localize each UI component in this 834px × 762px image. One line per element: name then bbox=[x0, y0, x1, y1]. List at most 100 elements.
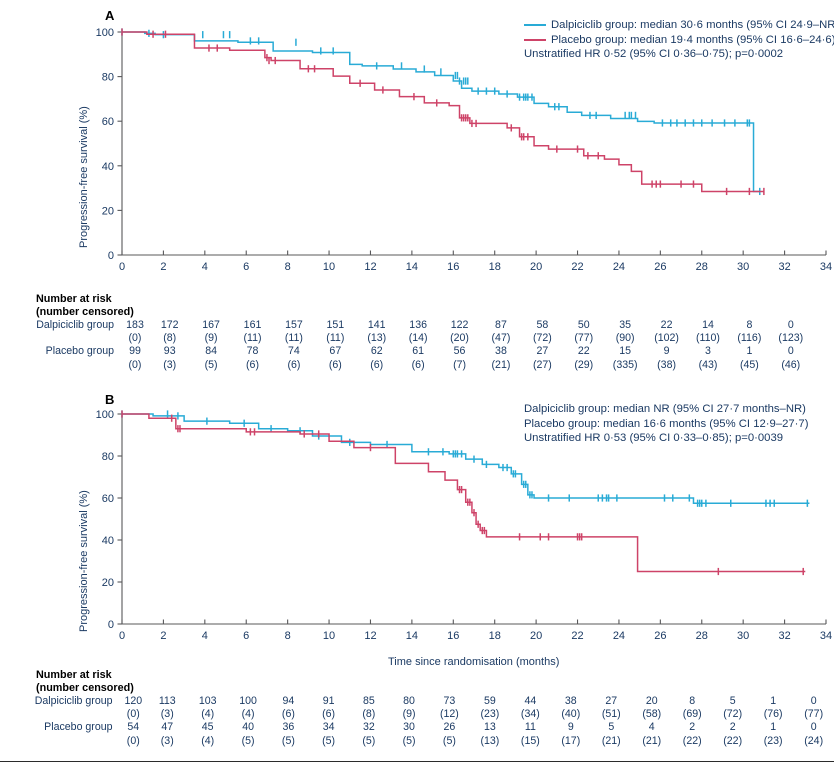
risk-cell: 100 bbox=[239, 695, 257, 707]
risk-row-placebo-n: Placebo group 99 93 84 78 74 67 62 61 56 38 27 22 15 9… bbox=[0, 345, 812, 358]
risk-cell: 50 bbox=[577, 319, 590, 331]
risk-cell: (5) bbox=[442, 734, 456, 747]
risk-cell: 78 bbox=[246, 345, 259, 358]
risk-title-line1: Number at risk bbox=[36, 669, 112, 681]
svg-text:34: 34 bbox=[820, 630, 832, 642]
svg-text:100: 100 bbox=[96, 409, 114, 421]
risk-cell: (40) bbox=[561, 708, 581, 721]
svg-text:16: 16 bbox=[447, 261, 459, 273]
risk-cell: 172 bbox=[160, 319, 179, 331]
svg-text:6: 6 bbox=[243, 630, 249, 642]
risk-cell: (12) bbox=[439, 708, 459, 721]
risk-cell: (21) bbox=[601, 734, 621, 747]
risk-title-line2: (number censored) bbox=[36, 682, 134, 694]
legend-item-placebo: Placebo group: median 16·6 months (95% C… bbox=[524, 417, 808, 432]
risk-cell: 183 bbox=[126, 319, 144, 331]
risk-cell: 8 bbox=[689, 695, 696, 707]
risk-cell: (116) bbox=[737, 332, 762, 345]
risk-cell: 5 bbox=[608, 721, 615, 734]
risk-row-dalpiciclib-censored: (0) (8) (9) (11) (11) (11) (13) (14) (20) (47) (72… bbox=[0, 332, 812, 345]
panel-a-letter: A bbox=[105, 8, 115, 23]
risk-cell: 94 bbox=[282, 695, 295, 707]
risk-cell: 38 bbox=[495, 345, 507, 358]
risk-cell: (45) bbox=[739, 358, 759, 371]
svg-text:20: 20 bbox=[530, 261, 542, 273]
svg-text:26: 26 bbox=[654, 630, 666, 642]
risk-cell: 122 bbox=[450, 319, 469, 331]
svg-text:20: 20 bbox=[530, 630, 542, 642]
risk-cell: (0) bbox=[126, 708, 140, 721]
svg-text:18: 18 bbox=[489, 261, 501, 273]
svg-text:6: 6 bbox=[243, 261, 249, 273]
risk-cell: (11) bbox=[284, 332, 303, 345]
risk-cell: (47) bbox=[491, 332, 511, 345]
risk-cell: 157 bbox=[285, 319, 303, 331]
risk-cell: (9) bbox=[402, 708, 416, 721]
risk-cell: 45 bbox=[201, 721, 214, 734]
risk-cell: 61 bbox=[412, 345, 425, 358]
risk-cell: 167 bbox=[202, 319, 220, 331]
risk-cell: (13) bbox=[480, 734, 500, 747]
risk-cell: (6) bbox=[411, 358, 425, 371]
risk-cell: 84 bbox=[205, 345, 217, 358]
risk-cell: 62 bbox=[370, 345, 383, 358]
risk-cell: 13 bbox=[483, 721, 496, 734]
risk-title-line1: Number at risk bbox=[36, 293, 112, 305]
svg-text:22: 22 bbox=[571, 630, 583, 642]
risk-cell: (34) bbox=[520, 708, 540, 721]
legend-label-hazard-ratio: Unstratified HR 0·53 (95% CI 0·33–0·85);… bbox=[524, 432, 784, 445]
risk-cell: (0) bbox=[126, 734, 140, 747]
legend-label-placebo: Placebo group: median 16·6 months (95% C… bbox=[524, 417, 809, 430]
risk-cell: (102) bbox=[654, 332, 679, 345]
svg-text:30: 30 bbox=[737, 261, 749, 273]
svg-text:80: 80 bbox=[102, 451, 114, 463]
svg-text:0: 0 bbox=[119, 630, 125, 642]
risk-cell: (8) bbox=[362, 708, 376, 721]
risk-cell: (11) bbox=[243, 332, 262, 345]
risk-cell: 0 bbox=[810, 721, 817, 734]
risk-cell: 35 bbox=[619, 319, 632, 331]
risk-cell: 0 bbox=[787, 319, 794, 331]
risk-cell: (8) bbox=[163, 332, 177, 345]
risk-cell: 38 bbox=[564, 695, 577, 707]
risk-cell: (46) bbox=[781, 358, 801, 371]
risk-cell: (15) bbox=[520, 734, 540, 747]
svg-text:14: 14 bbox=[406, 261, 418, 273]
risk-cell: 54 bbox=[127, 721, 140, 734]
risk-cell: 136 bbox=[409, 319, 427, 331]
svg-text:20: 20 bbox=[102, 205, 114, 217]
risk-cell: (29) bbox=[574, 358, 594, 371]
svg-text:8: 8 bbox=[285, 630, 291, 642]
risk-cell: (23) bbox=[480, 708, 500, 721]
risk-cell: 40 bbox=[242, 721, 254, 734]
svg-text:20: 20 bbox=[102, 577, 114, 589]
risk-row-placebo-censored: (0) (3) (5) (6) (6) (6) (6) (6) (7) (21) (27) (29) (… bbox=[0, 359, 812, 372]
risk-cell: 120 bbox=[124, 695, 143, 707]
risk-cell: (6) bbox=[328, 358, 342, 371]
risk-cell: 161 bbox=[243, 319, 262, 331]
risk-cell: 141 bbox=[367, 319, 386, 331]
risk-cell: (3) bbox=[163, 358, 177, 371]
legend-label-dalpiciclib: Dalpiciclib group: median NR (95% CI 27·… bbox=[524, 403, 806, 415]
risk-row-label: Dalpiciclib group bbox=[34, 695, 113, 707]
panel-a-legend: Dalpiciclib group: median 30·6 months (9… bbox=[524, 18, 834, 62]
risk-cell: 1 bbox=[770, 721, 777, 734]
risk-cell: (38) bbox=[657, 358, 676, 371]
risk-cell: (335) bbox=[612, 358, 638, 371]
panel-b: B Dalpiciclib group: median NR (95% CI 2… bbox=[0, 384, 834, 762]
risk-cell: (69) bbox=[682, 708, 702, 721]
risk-cell: (6) bbox=[246, 358, 259, 371]
svg-text:10: 10 bbox=[323, 261, 335, 273]
legend-label-hazard-ratio: Unstratified HR 0·52 (95% CI 0·36–0·75);… bbox=[524, 48, 784, 61]
risk-cell: 36 bbox=[282, 721, 295, 734]
risk-cell: 80 bbox=[403, 695, 415, 707]
risk-cell: 14 bbox=[702, 319, 714, 331]
risk-cell: 91 bbox=[322, 695, 335, 707]
risk-cell: 27 bbox=[605, 695, 618, 707]
risk-table: Dalpiciclib group 183 172 167 161 157 151 141 13… bbox=[0, 319, 812, 372]
risk-cell: (6) bbox=[370, 358, 384, 371]
risk-cell: (9) bbox=[204, 332, 218, 345]
risk-cell: (0) bbox=[128, 358, 142, 371]
svg-text:60: 60 bbox=[102, 493, 114, 505]
risk-cell: (3) bbox=[160, 734, 174, 747]
